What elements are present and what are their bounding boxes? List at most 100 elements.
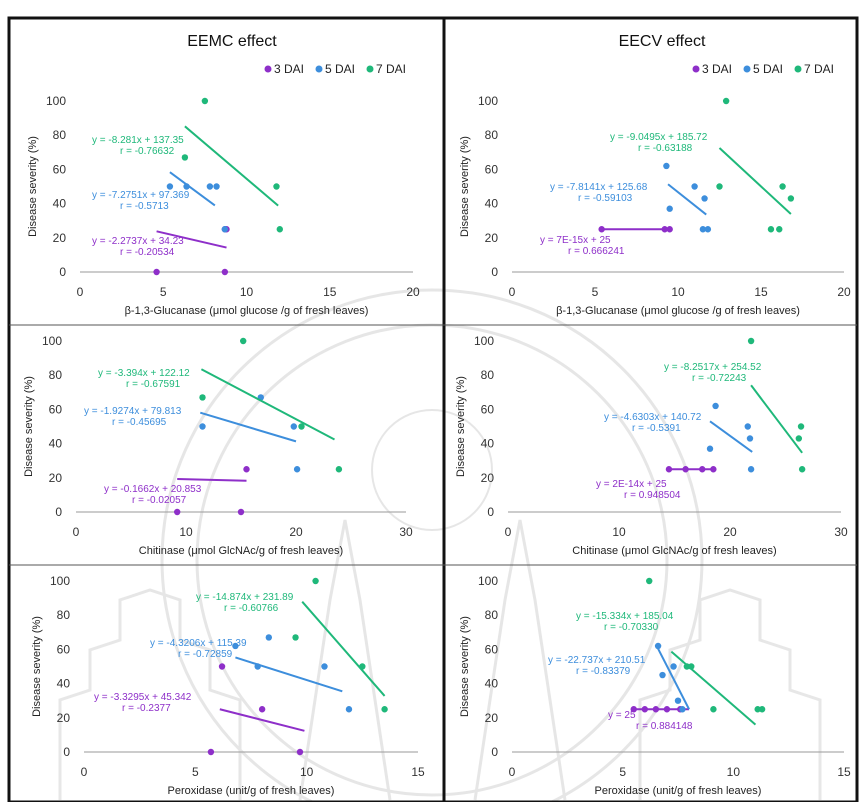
data-point <box>712 402 719 410</box>
trendline <box>709 420 753 453</box>
data-point <box>218 663 226 670</box>
legend-label: 7 DAI <box>804 62 834 76</box>
trendline <box>657 648 690 710</box>
data-point <box>663 706 671 713</box>
y-axis-label: Disease severity (%) <box>31 616 43 717</box>
correlation-r: r = -0.83379 <box>576 666 631 677</box>
x-tick-label: 15 <box>837 765 851 779</box>
x-tick-label: 20 <box>406 285 420 299</box>
y-tick-label: 60 <box>481 402 495 416</box>
data-point <box>641 706 648 713</box>
data-point <box>682 466 689 473</box>
data-point <box>744 423 751 430</box>
y-axis-label: Disease severity (%) <box>459 136 471 237</box>
data-point <box>776 226 783 233</box>
x-tick-label: 20 <box>837 285 851 299</box>
x-tick-label: 10 <box>300 765 314 779</box>
correlation-r: r = -0.2377 <box>122 703 171 714</box>
data-point <box>201 97 209 105</box>
correlation-r: r = -0.45695 <box>112 417 167 428</box>
x-tick-label: 30 <box>834 525 848 539</box>
y-tick-label: 0 <box>491 745 498 759</box>
trendline <box>667 183 707 216</box>
data-point <box>232 642 239 650</box>
data-point <box>710 706 717 713</box>
y-tick-label: 0 <box>487 505 494 519</box>
x-tick-label: 30 <box>399 525 413 539</box>
trendline-equation: y = -4.6303x + 140.72 <box>604 412 702 423</box>
data-point <box>276 226 283 233</box>
correlation-r: r = -0.63188 <box>638 143 693 154</box>
trendline-equation: y = 7E-15x + 25 <box>540 235 611 246</box>
trendline-equation: y = -15.334x + 185.04 <box>576 611 674 622</box>
data-point <box>293 466 301 473</box>
data-point <box>747 466 755 473</box>
x-tick-label: 5 <box>160 285 167 299</box>
correlation-r: r = -0.60766 <box>224 603 279 614</box>
data-point <box>335 466 343 473</box>
x-tick-label: 0 <box>81 765 88 779</box>
data-point <box>699 226 707 233</box>
legend-label: 5 DAI <box>753 62 783 76</box>
x-tick-label: 5 <box>619 765 626 779</box>
data-point <box>779 183 786 190</box>
trendline-equation: y = -7.2751x + 97.369 <box>92 190 190 201</box>
y-tick-label: 20 <box>53 231 67 245</box>
x-tick-label: 0 <box>73 525 80 539</box>
y-tick-label: 80 <box>485 128 499 142</box>
data-point <box>153 268 160 276</box>
data-point <box>666 205 673 212</box>
correlation-r: r = -0.20534 <box>120 247 175 258</box>
trendline-equation: y = -3.394x + 122.12 <box>98 368 190 379</box>
legend-label: 5 DAI <box>325 62 355 76</box>
x-tick-label: 10 <box>671 285 685 299</box>
data-point <box>670 663 677 670</box>
trendline <box>750 384 803 454</box>
data-point <box>691 183 698 190</box>
trendline-equation: y = -14.874x + 231.89 <box>196 592 294 603</box>
y-tick-label: 0 <box>491 265 498 279</box>
y-tick-label: 0 <box>63 745 70 759</box>
data-point <box>199 394 206 401</box>
data-point <box>213 183 220 190</box>
x-axis-label: Chitinase (μmol GlcNAc/g of fresh leaves… <box>572 545 776 557</box>
x-tick-label: 20 <box>723 525 737 539</box>
legend-marker <box>692 65 700 73</box>
data-point <box>746 435 754 442</box>
data-point <box>754 706 761 713</box>
data-point <box>630 706 637 713</box>
trendline-equation: y = -8.2517x + 254.52 <box>664 362 762 373</box>
correlation-r: r = -0.5713 <box>120 201 169 212</box>
x-tick-label: 15 <box>754 285 768 299</box>
data-point <box>258 706 266 713</box>
data-point <box>166 183 174 190</box>
x-tick-label: 0 <box>509 285 516 299</box>
data-point <box>292 634 299 641</box>
legend-label: 3 DAI <box>274 62 304 76</box>
correlation-r: r = -0.5391 <box>632 423 681 434</box>
data-point <box>312 577 319 585</box>
trendline-equation: y = -4.3206x + 115.39 <box>150 638 247 649</box>
correlation-r: r = -0.02057 <box>132 495 187 506</box>
y-tick-label: 40 <box>485 197 499 211</box>
y-tick-label: 40 <box>485 677 499 691</box>
x-tick-label: 20 <box>289 525 303 539</box>
legend-marker <box>794 65 802 73</box>
column-title-right: EECV effect <box>619 33 706 50</box>
data-point <box>652 706 660 713</box>
x-tick-label: 10 <box>179 525 193 539</box>
data-point <box>679 706 686 713</box>
y-axis-label: Disease severity (%) <box>459 616 471 717</box>
data-point <box>345 706 353 713</box>
data-point <box>659 671 666 679</box>
y-tick-label: 20 <box>485 231 499 245</box>
data-point <box>290 423 297 430</box>
trendline <box>301 601 386 697</box>
y-tick-label: 80 <box>485 608 499 622</box>
data-point <box>787 195 795 202</box>
x-axis-label: Peroxidase (unit/g of fresh leaves) <box>168 785 335 797</box>
trendline-equation: y = -8.281x + 137.35 <box>92 135 184 146</box>
data-point <box>199 423 206 430</box>
